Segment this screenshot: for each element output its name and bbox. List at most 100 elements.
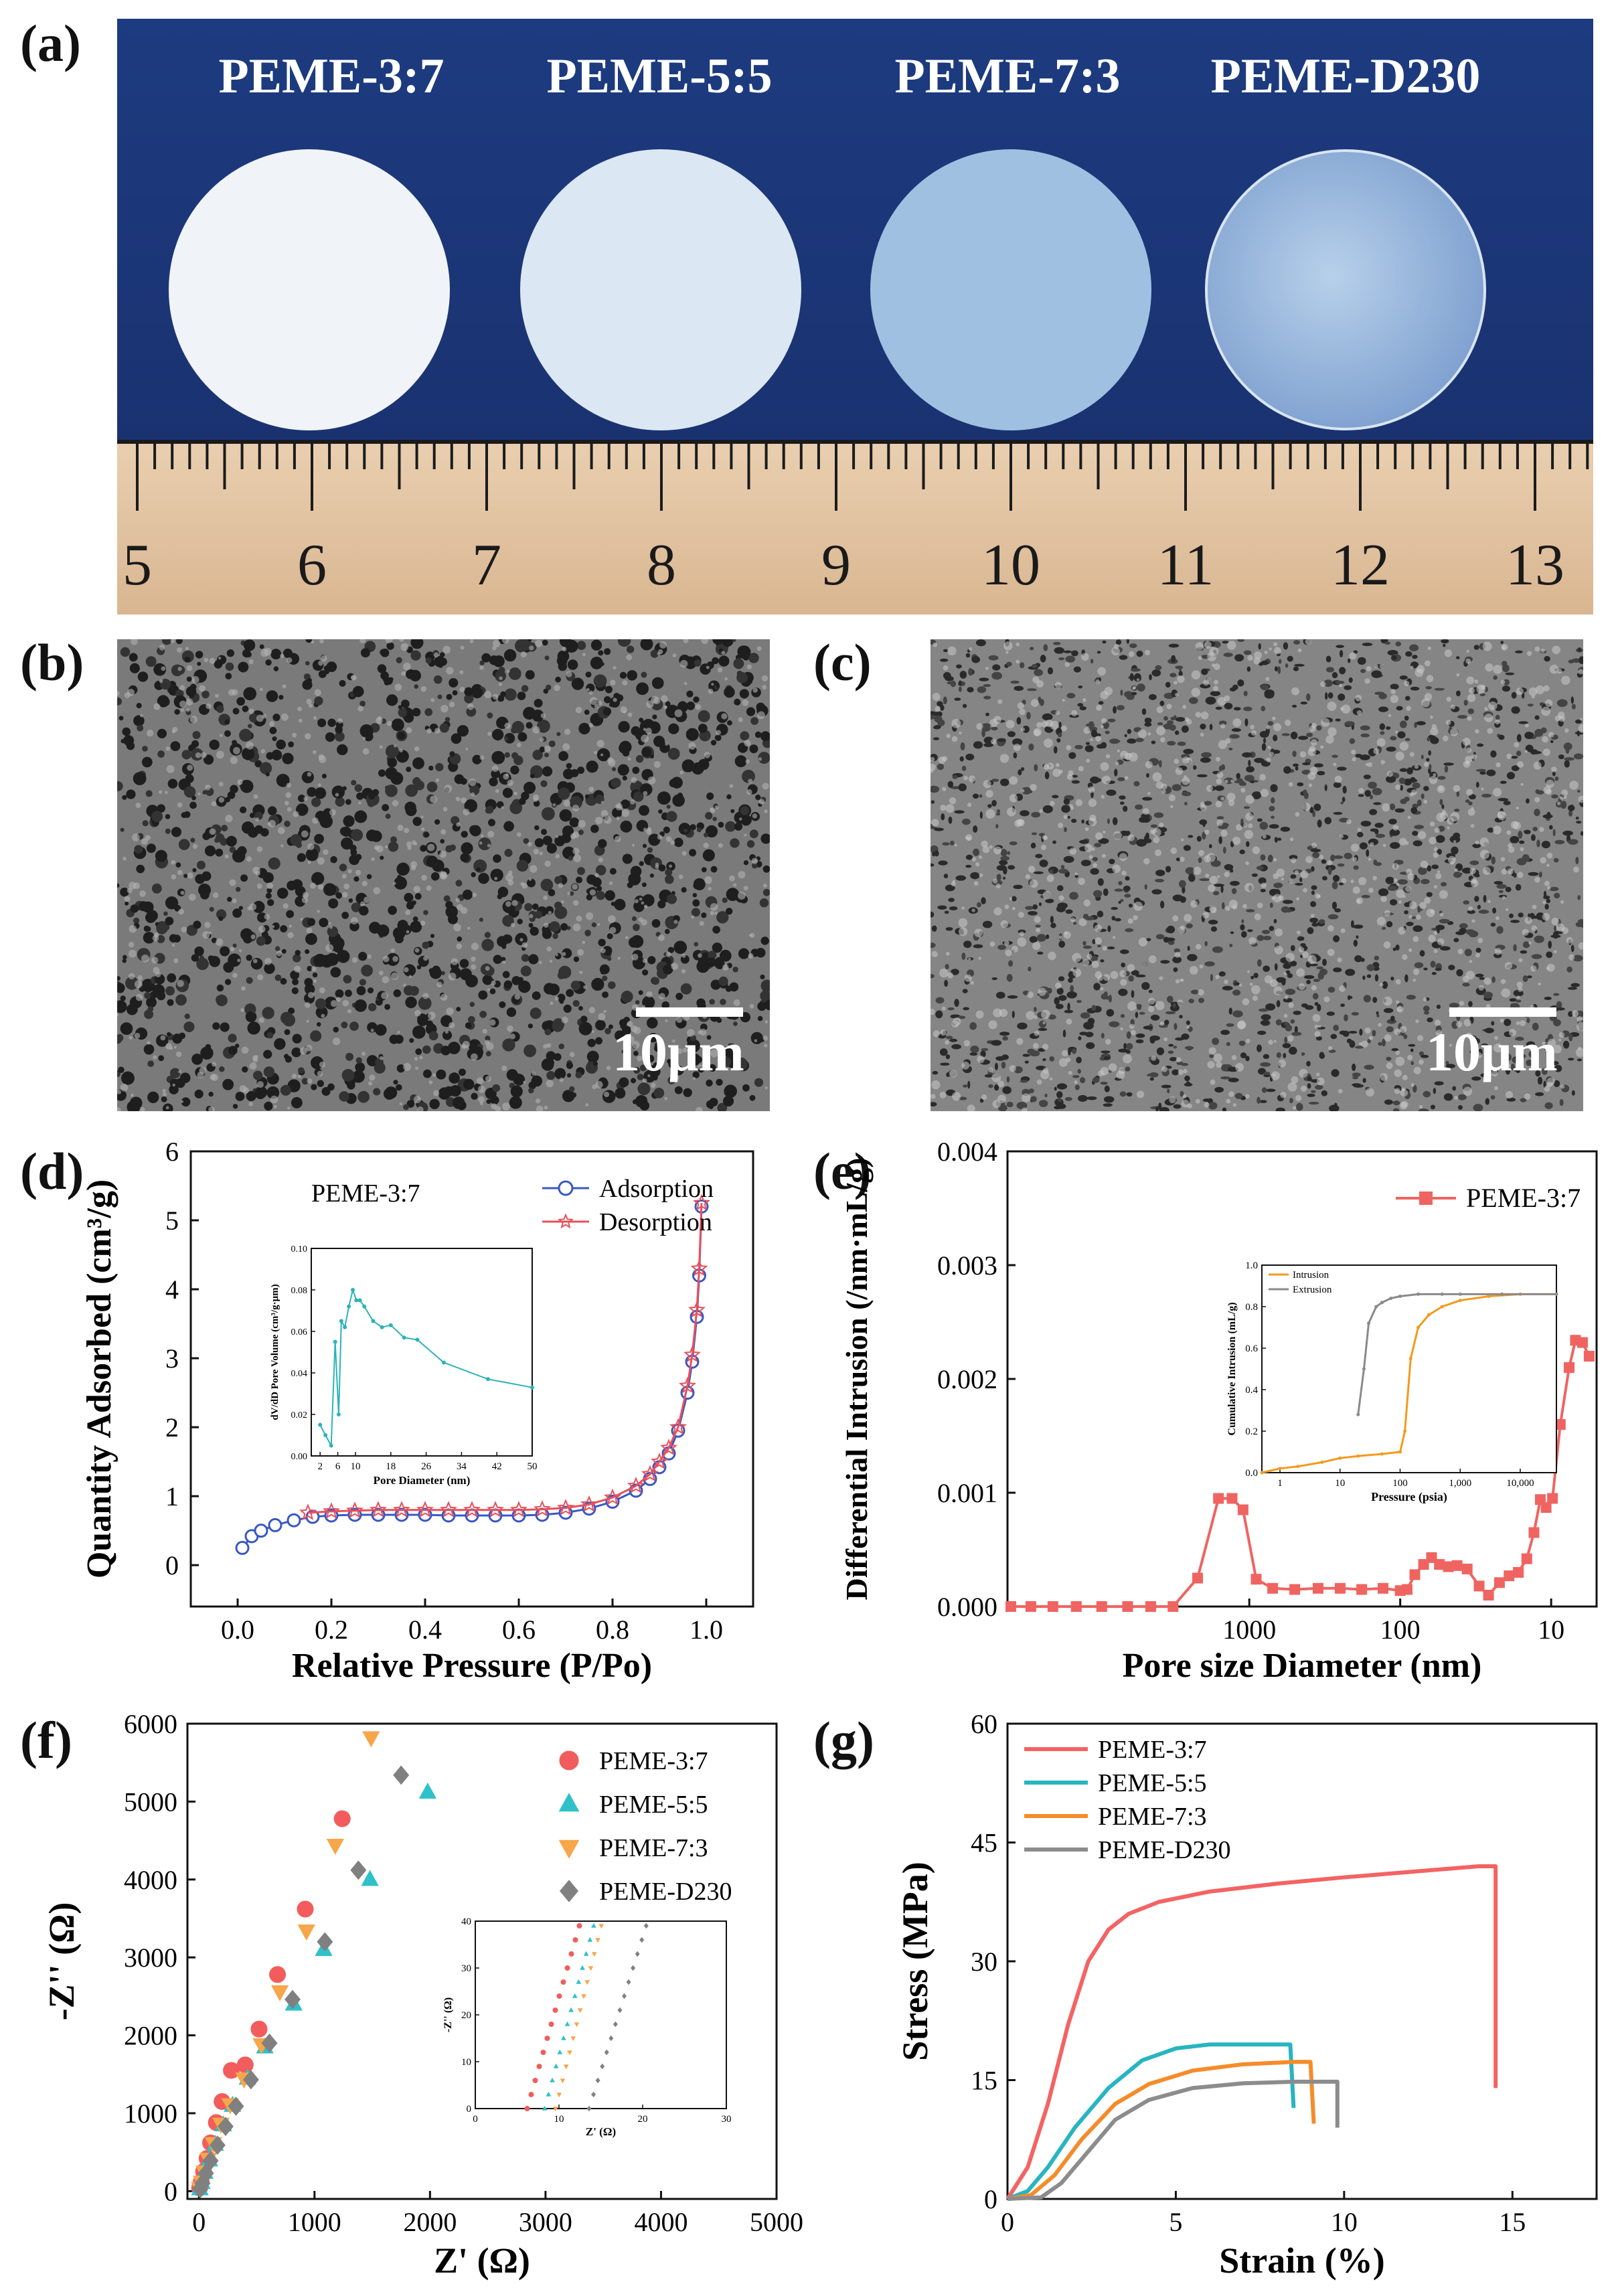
inset-y-tick-label: 0.8 — [1245, 1302, 1258, 1313]
inset-point — [1427, 1313, 1431, 1317]
data-point — [679, 1376, 696, 1394]
y-tick-label: 0.003 — [937, 1250, 997, 1281]
inset-point — [486, 1377, 490, 1382]
legend-label: PEME-7:3 — [599, 1834, 708, 1862]
series-peme-d230 — [191, 1765, 410, 2199]
inset-legend-label: Extrusion — [1293, 1285, 1332, 1295]
ruler-number: 12 — [1331, 533, 1390, 598]
data-point — [1289, 1584, 1301, 1595]
data-point — [1145, 1601, 1156, 1612]
data-point — [370, 1501, 387, 1518]
inset-point — [560, 2078, 566, 2084]
inset-y-tick-label: 0.04 — [291, 1369, 308, 1379]
inset-point — [402, 1335, 406, 1340]
x-tick-label: 10 — [1538, 1615, 1564, 1645]
y-tick-label: 45 — [971, 1828, 997, 1858]
y-tick-label: 15 — [971, 2066, 997, 2096]
inset-point — [329, 1443, 333, 1448]
legend-marker — [558, 1180, 574, 1196]
x-tick-label: 3000 — [519, 2207, 572, 2237]
x-axis-label: Relative Pressure (P/Po) — [292, 1647, 652, 1685]
inset-point — [546, 2091, 552, 2097]
inset-y-tick-label: 1.0 — [1245, 1260, 1258, 1271]
membrane-disc — [520, 149, 801, 430]
inset-point — [591, 1922, 596, 1928]
inset-point — [1554, 1292, 1558, 1296]
data-point — [269, 1966, 287, 1983]
inset-point — [1296, 1465, 1300, 1469]
inset-y-tick-label: 0.0 — [1245, 1468, 1258, 1479]
x-tick-label: 0.0 — [221, 1615, 254, 1645]
data-point — [297, 1900, 314, 1918]
inset-point — [556, 1993, 562, 1999]
data-point — [580, 1495, 598, 1512]
data-point — [333, 1810, 351, 1827]
inset-point — [1338, 1456, 1342, 1460]
inset-series-intrusion — [1260, 1292, 1558, 1475]
ruler-number: 6 — [297, 533, 327, 598]
inset-point — [552, 2007, 558, 2013]
inset-point — [1278, 1467, 1282, 1471]
data-point — [299, 1503, 317, 1520]
inset-point — [568, 1951, 574, 1957]
inset-series-peme-3:7 — [524, 1923, 582, 2111]
x-tick-label: 2000 — [403, 2207, 457, 2237]
data-point — [297, 1924, 315, 1941]
inset-point — [576, 1923, 582, 1929]
inset-point — [576, 1979, 582, 1984]
data-point — [487, 1501, 504, 1518]
data-point — [1377, 1582, 1388, 1594]
inset-point — [362, 1304, 367, 1309]
membrane-disc — [870, 149, 1151, 430]
data-point — [235, 1540, 250, 1555]
inset-point — [1500, 1292, 1504, 1296]
inset-point — [584, 1980, 590, 1985]
sem-image-c: 10μm — [931, 639, 1583, 1111]
data-point — [651, 1453, 668, 1469]
x-tick-label: 0 — [1001, 2207, 1014, 2237]
ruler-number: 13 — [1506, 533, 1564, 598]
inset-point — [563, 2064, 569, 2070]
inset-point — [1380, 1452, 1384, 1456]
y-tick-label: 0.001 — [937, 1478, 997, 1508]
inset-point — [583, 1951, 589, 1956]
y-tick-label: 4 — [165, 1275, 179, 1305]
x-tick-label: 0 — [192, 2207, 206, 2237]
y-tick-label: 2 — [165, 1412, 179, 1443]
y-axis-label: Differential Intrusion (/nm·mL/g) — [839, 1157, 874, 1600]
inset-y-tick-label: 0.6 — [1245, 1343, 1258, 1354]
y-tick-label: 0.004 — [937, 1137, 997, 1167]
inset-point — [343, 1325, 347, 1329]
series-peme-3:7 — [1005, 1864, 1498, 2200]
inset-point — [595, 1938, 600, 1943]
data-point — [1434, 1559, 1445, 1570]
inset-x-tick-label: 10 — [554, 2114, 564, 2125]
inset-point — [1367, 1321, 1371, 1325]
data-point — [440, 1501, 457, 1518]
inset-point — [1320, 1461, 1324, 1464]
inset-point — [1389, 1297, 1393, 1301]
inset-point — [1398, 1450, 1402, 1454]
data-point — [604, 1488, 621, 1505]
inset-point — [371, 1319, 376, 1323]
legend-label: Desorption — [599, 1208, 712, 1236]
y-axis-label: Quantity Adsorbed (cm³/g) — [80, 1179, 118, 1578]
inset-point — [564, 2021, 570, 2026]
inset-x-tick-label: 0 — [473, 2114, 478, 2125]
data-point — [416, 1501, 434, 1518]
inset-series-peme-7:3 — [553, 1924, 604, 2112]
x-axis-label: Strain (%) — [1219, 2240, 1384, 2281]
inset-point — [1458, 1299, 1462, 1303]
data-point — [463, 1501, 481, 1518]
data-point — [510, 1501, 528, 1518]
data-point — [393, 1765, 410, 1785]
data-point — [1213, 1493, 1224, 1504]
inset-x-tick-label: 10,000 — [1506, 1478, 1534, 1489]
ruler-number: 7 — [472, 533, 501, 598]
inset-point — [532, 2078, 538, 2083]
inset-point — [544, 2036, 550, 2041]
y-tick-label: 6 — [165, 1137, 179, 1167]
inset-point — [1458, 1292, 1462, 1296]
inset-point — [577, 2008, 583, 2014]
data-point — [1577, 1337, 1588, 1348]
